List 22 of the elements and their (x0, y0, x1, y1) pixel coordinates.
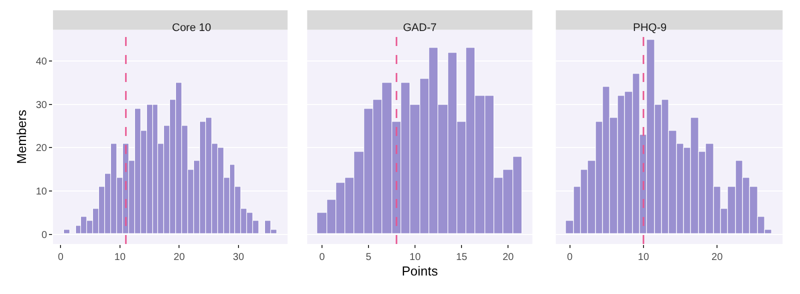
x-tick-label: 0 (567, 252, 574, 263)
y-tick-label: 30 (36, 100, 48, 111)
x-tick-label: 10 (410, 252, 422, 263)
chart-title: PHQ-9 (633, 22, 667, 34)
x-tick-label: 20 (502, 252, 514, 263)
y-tick-label: 40 (36, 56, 48, 68)
x-tick-label: 0 (58, 252, 64, 263)
chart-title: GAD-7 (403, 22, 437, 34)
y-tick-label: 20 (36, 143, 48, 154)
y-axis-title: Members (14, 109, 29, 164)
x-tick-label: 5 (366, 252, 372, 263)
x-tick-label: 30 (232, 252, 244, 263)
chart-title: Core 10 (172, 22, 212, 34)
x-tick-label: 10 (638, 252, 650, 263)
x-tick-label: 0 (319, 252, 326, 263)
x-tick-label: 20 (174, 252, 186, 263)
x-tick-label: 10 (114, 252, 126, 263)
x-tick-label: 15 (456, 252, 468, 263)
y-tick-label: 10 (36, 186, 48, 198)
x-tick-label: 20 (712, 252, 724, 263)
y-tick-label: 0 (41, 230, 48, 241)
x-axis-title: Points (402, 264, 438, 279)
